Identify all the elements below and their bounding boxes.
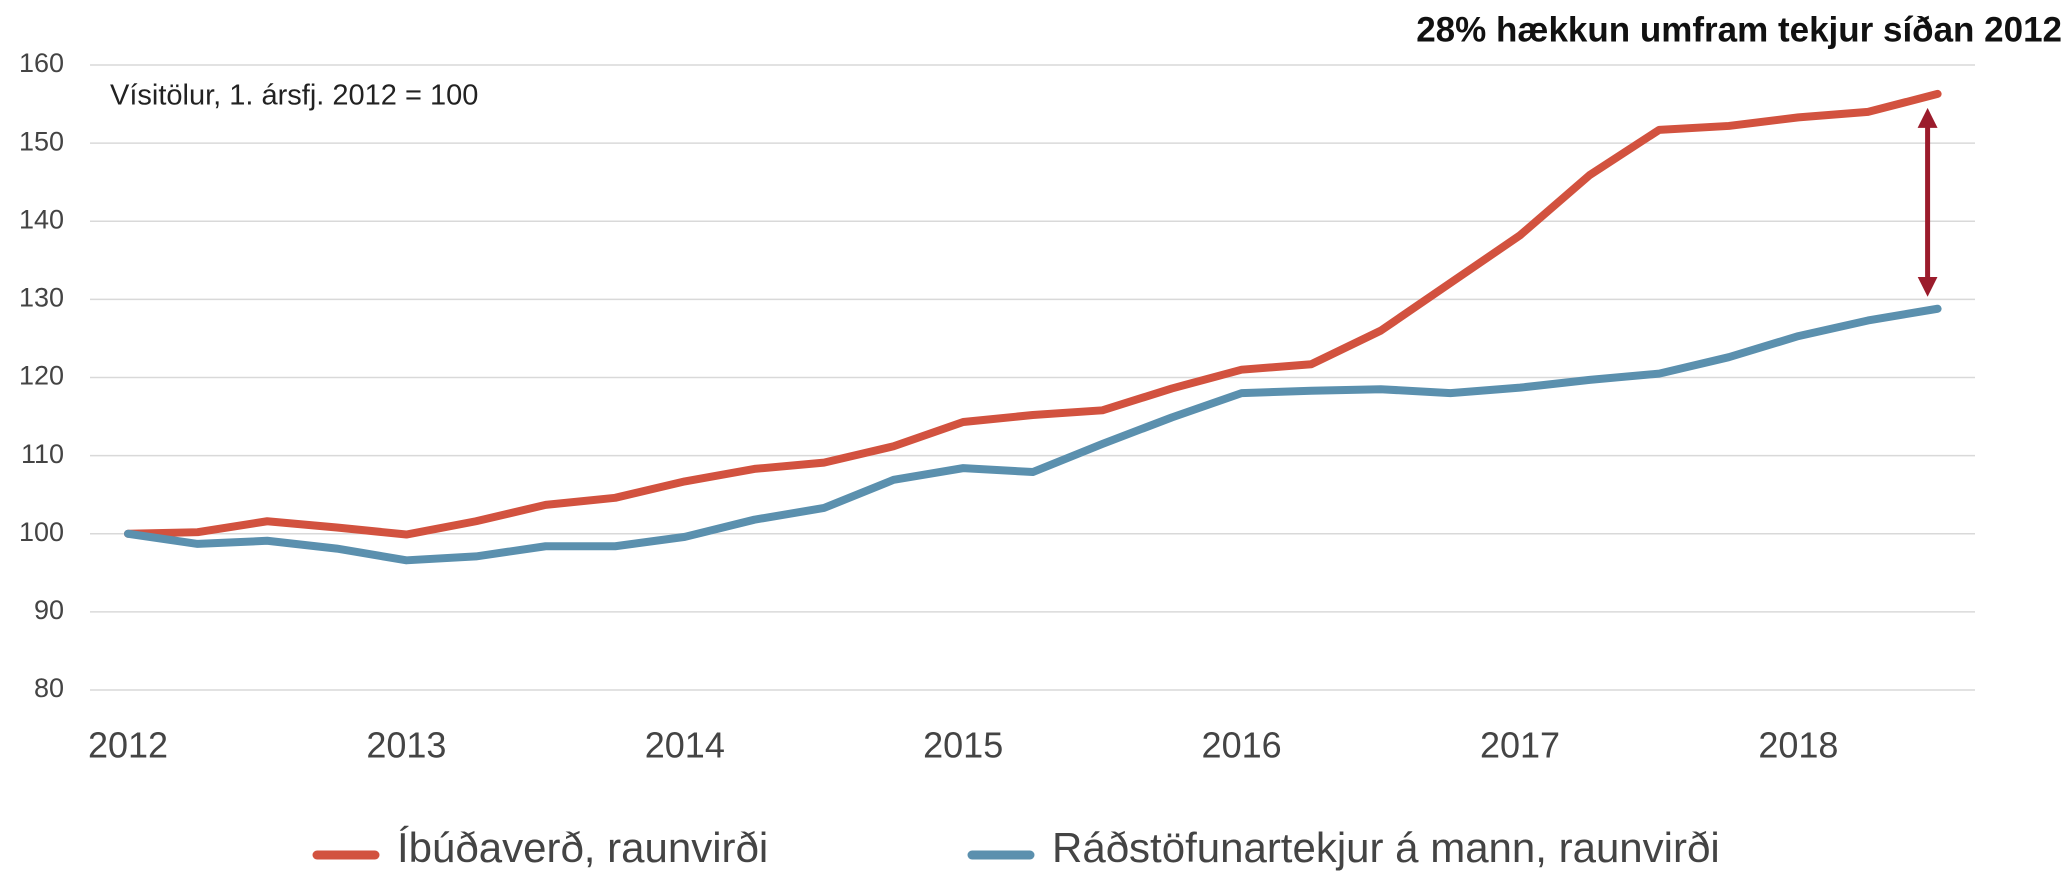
y-tick-label: 140 xyxy=(19,204,64,234)
legend-label: Íbúðaverð, raunvirði xyxy=(397,824,768,871)
x-tick-label: 2018 xyxy=(1758,725,1838,766)
y-tick-label: 120 xyxy=(19,361,64,391)
x-tick-label: 2015 xyxy=(923,725,1003,766)
y-tick-label: 150 xyxy=(19,126,64,156)
series-line xyxy=(124,304,1942,565)
x-tick-label: 2012 xyxy=(88,725,168,766)
x-tick-label: 2013 xyxy=(366,725,446,766)
y-tick-label: 80 xyxy=(34,673,64,703)
chart-title: 28% hækkun umfram tekjur síðan 2012 xyxy=(1416,10,2062,49)
annotation: Vísitölur, 1. ársfj. 2012 = 100 xyxy=(110,80,478,112)
y-tick-label: 90 xyxy=(34,595,64,625)
series-line xyxy=(124,89,1942,539)
y-tick-label: 130 xyxy=(19,283,64,313)
y-tick-label: 160 xyxy=(19,48,64,78)
x-tick-label: 2017 xyxy=(1480,725,1560,766)
legend-label: Ráðstöfunartekjur á mann, raunvirði xyxy=(1052,824,1720,871)
y-tick-label: 100 xyxy=(19,517,64,547)
x-tick-label: 2014 xyxy=(645,725,725,766)
x-tick-label: 2016 xyxy=(1202,725,1282,766)
y-tick-label: 110 xyxy=(21,439,64,469)
